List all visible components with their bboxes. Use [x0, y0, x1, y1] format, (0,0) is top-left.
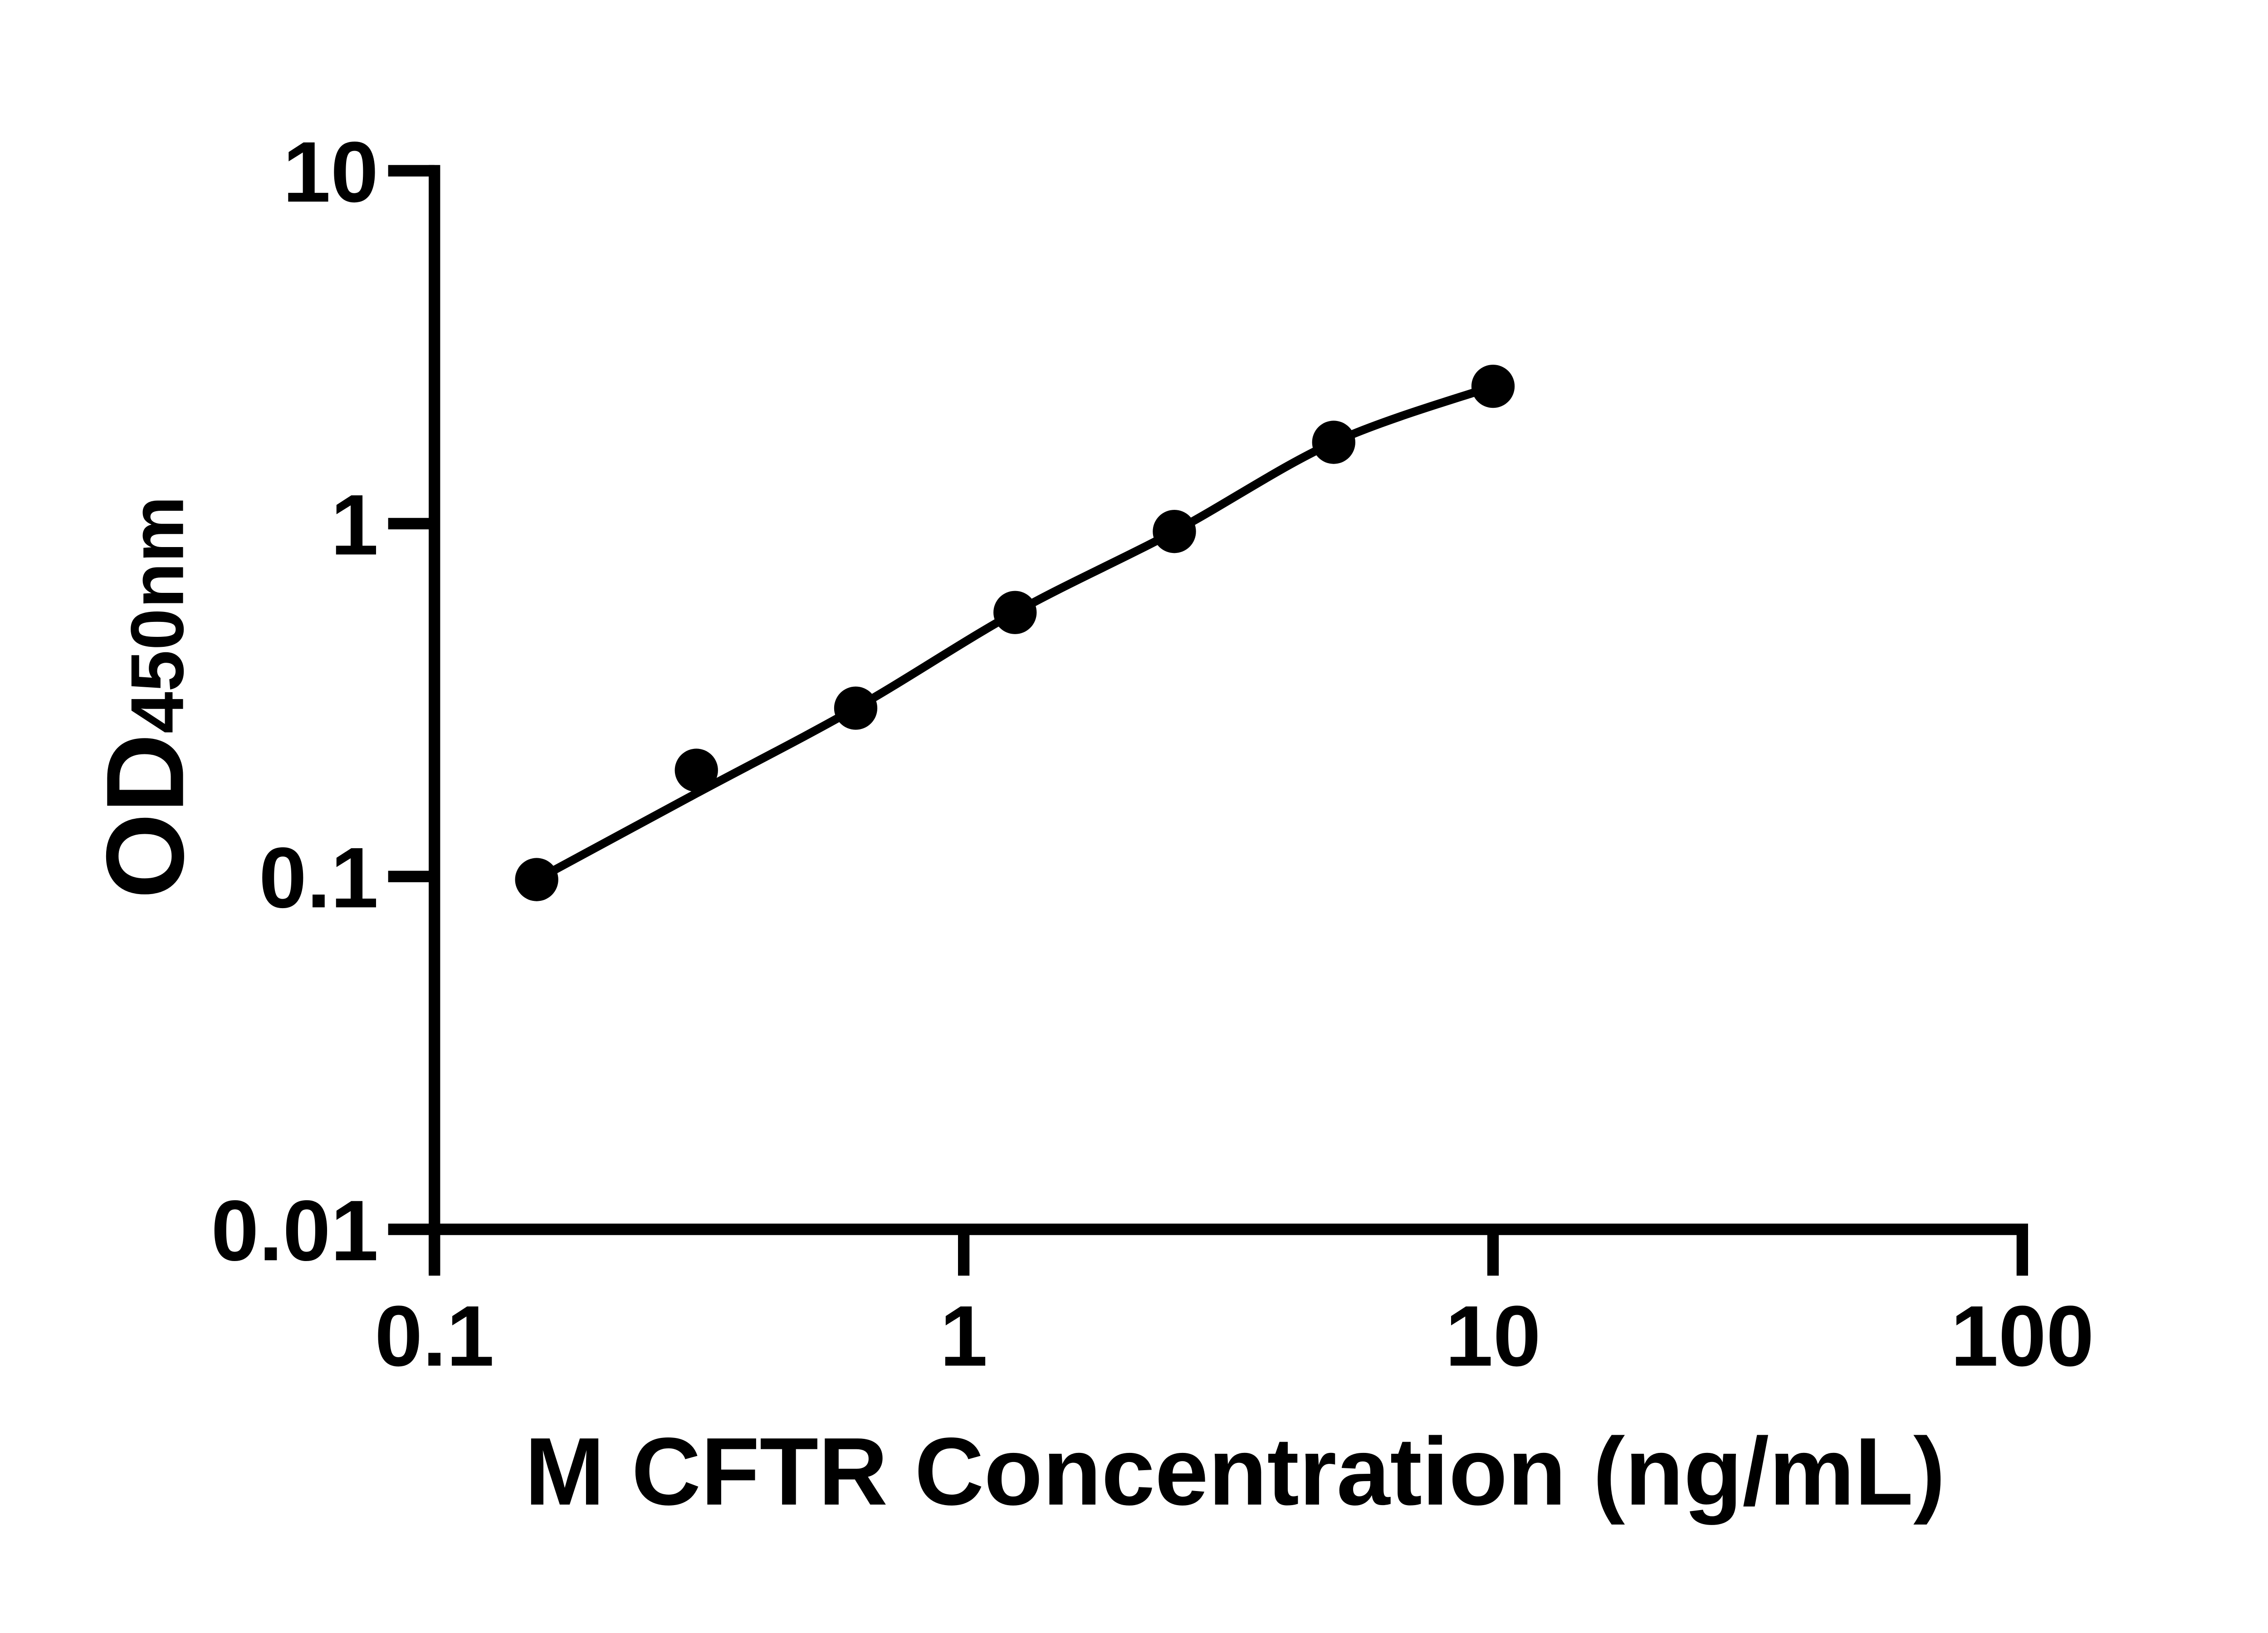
y-tick-label: 1: [331, 477, 378, 573]
y-axis-title-main: OD: [83, 733, 207, 899]
x-tick-label: 10: [1445, 1288, 1541, 1384]
x-axis-title: M CFTR Concentration (ng/mL): [525, 1418, 1945, 1525]
y-tick-label: 0.1: [259, 830, 379, 926]
data-point-marker: [1312, 420, 1355, 464]
data-point-marker: [993, 591, 1037, 634]
x-tick-label: 1: [940, 1288, 987, 1384]
data-point-marker: [834, 686, 878, 730]
x-tick-label: 0.1: [375, 1288, 494, 1384]
y-axis-title-subscript: 450nm: [116, 496, 200, 733]
y-axis-title: OD450nm: [83, 496, 207, 899]
data-point-markers: [515, 364, 1515, 901]
data-point-marker: [1471, 364, 1515, 408]
data-point-marker: [515, 858, 558, 901]
data-point-marker: [675, 748, 718, 792]
plot-background: [0, 22, 2268, 1611]
y-tick-label: 0.01: [211, 1183, 378, 1279]
x-tick-label: 100: [1950, 1288, 2094, 1384]
axes: [429, 165, 2028, 1274]
tick-marks: [388, 165, 2028, 1276]
y-tick-label: 10: [283, 124, 378, 220]
data-point-marker: [1153, 510, 1196, 553]
